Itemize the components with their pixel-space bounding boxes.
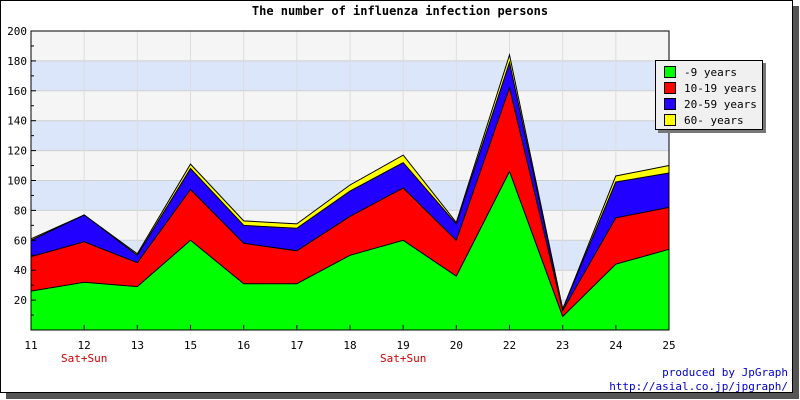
legend-swatch <box>664 66 676 78</box>
legend-item: -9 years <box>664 65 737 79</box>
x-tick-label: 19 <box>397 339 410 352</box>
x-tick-label: 23 <box>556 339 569 352</box>
legend-label: 10-19 years <box>684 81 757 95</box>
y-tick-label: 40 <box>14 264 27 277</box>
x-tick-label: 17 <box>290 339 303 352</box>
y-tick-label: 160 <box>7 85 27 98</box>
x-sublabel: Sat+Sun <box>61 352 107 365</box>
footer-url: http://asial.co.jp/jpgraph/ <box>609 380 788 393</box>
x-tick-label: 16 <box>237 339 250 352</box>
x-tick-label: 18 <box>343 339 356 352</box>
footer-credit: produced by JpGraph <box>662 366 788 379</box>
legend-item: 60- years <box>664 113 744 127</box>
x-tick-label: 12 <box>78 339 91 352</box>
legend-label: -9 years <box>684 65 737 79</box>
y-tick-label: 80 <box>14 204 27 217</box>
x-tick-label: 25 <box>662 339 675 352</box>
legend-label: 20-59 years <box>684 97 757 111</box>
series-area-2 <box>31 87 669 317</box>
chart-title: The number of influenza infection person… <box>251 4 549 18</box>
x-tick-label: 22 <box>503 339 516 352</box>
x-tick-label: 24 <box>609 339 623 352</box>
x-tick-label: 20 <box>450 339 463 352</box>
series-line-4 <box>30 52 670 311</box>
y-tick-label: 60 <box>14 234 27 247</box>
legend-swatch <box>664 114 676 126</box>
x-tick-label: 15 <box>184 339 197 352</box>
legend-item: 20-59 years <box>664 97 757 111</box>
series-line-1 <box>30 170 670 318</box>
y-tick-label: 140 <box>7 115 27 128</box>
y-tick-label: 100 <box>7 175 27 188</box>
series-line-2 <box>30 86 670 312</box>
legend: -9 years 10-19 years 20-59 years 60- years <box>655 60 763 130</box>
y-tick-label: 180 <box>7 55 27 68</box>
y-tick-label: 20 <box>14 294 27 307</box>
y-tick-label: 120 <box>7 145 27 158</box>
legend-item: 10-19 years <box>664 81 757 95</box>
series-area-1 <box>31 171 669 330</box>
y-tick-label: 200 <box>7 25 27 38</box>
legend-swatch <box>664 98 676 110</box>
x-tick-label: 11 <box>24 339 37 352</box>
x-tick-label: 13 <box>131 339 144 352</box>
legend-label: 60- years <box>684 113 744 127</box>
legend-swatch <box>664 82 676 94</box>
x-sublabel: Sat+Sun <box>380 352 426 365</box>
